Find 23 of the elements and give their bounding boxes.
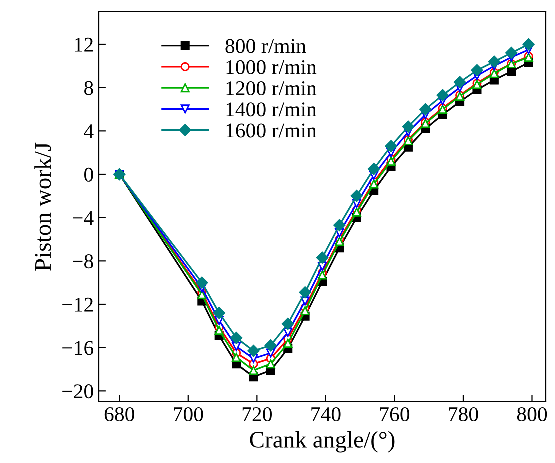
x-tick-label: 680 (104, 407, 134, 422)
y-tick-label: 4 (84, 124, 94, 138)
y-tick-label: −16 (62, 341, 94, 356)
legend-label: 1400 r/min (226, 102, 317, 117)
y-tick-label: 0 (84, 168, 94, 182)
y-tick-label: −20 (62, 384, 94, 399)
x-tick-label: 700 (174, 407, 204, 422)
y-axis-title: Piston work/J (34, 142, 52, 271)
legend-label: 1200 r/min (226, 81, 317, 96)
y-tick-label: −4 (73, 211, 94, 226)
y-tick-label: 8 (84, 81, 94, 96)
x-tick-label: 740 (312, 407, 341, 422)
x-tick-label: 720 (242, 407, 272, 422)
y-tick-label: 12 (75, 38, 93, 52)
x-axis-title: Crank angle/(°) (250, 431, 395, 453)
x-tick-label: 760 (380, 407, 410, 422)
x-tick-label: 780 (449, 407, 478, 422)
y-tick-label: −12 (62, 298, 93, 312)
y-tick-label: −8 (73, 254, 94, 269)
legend-label: 800 r/min (226, 39, 306, 54)
legend-label: 1000 r/min (226, 60, 317, 74)
x-tick-label: 800 (517, 407, 548, 422)
legend-label: 1600 r/min (226, 124, 317, 138)
